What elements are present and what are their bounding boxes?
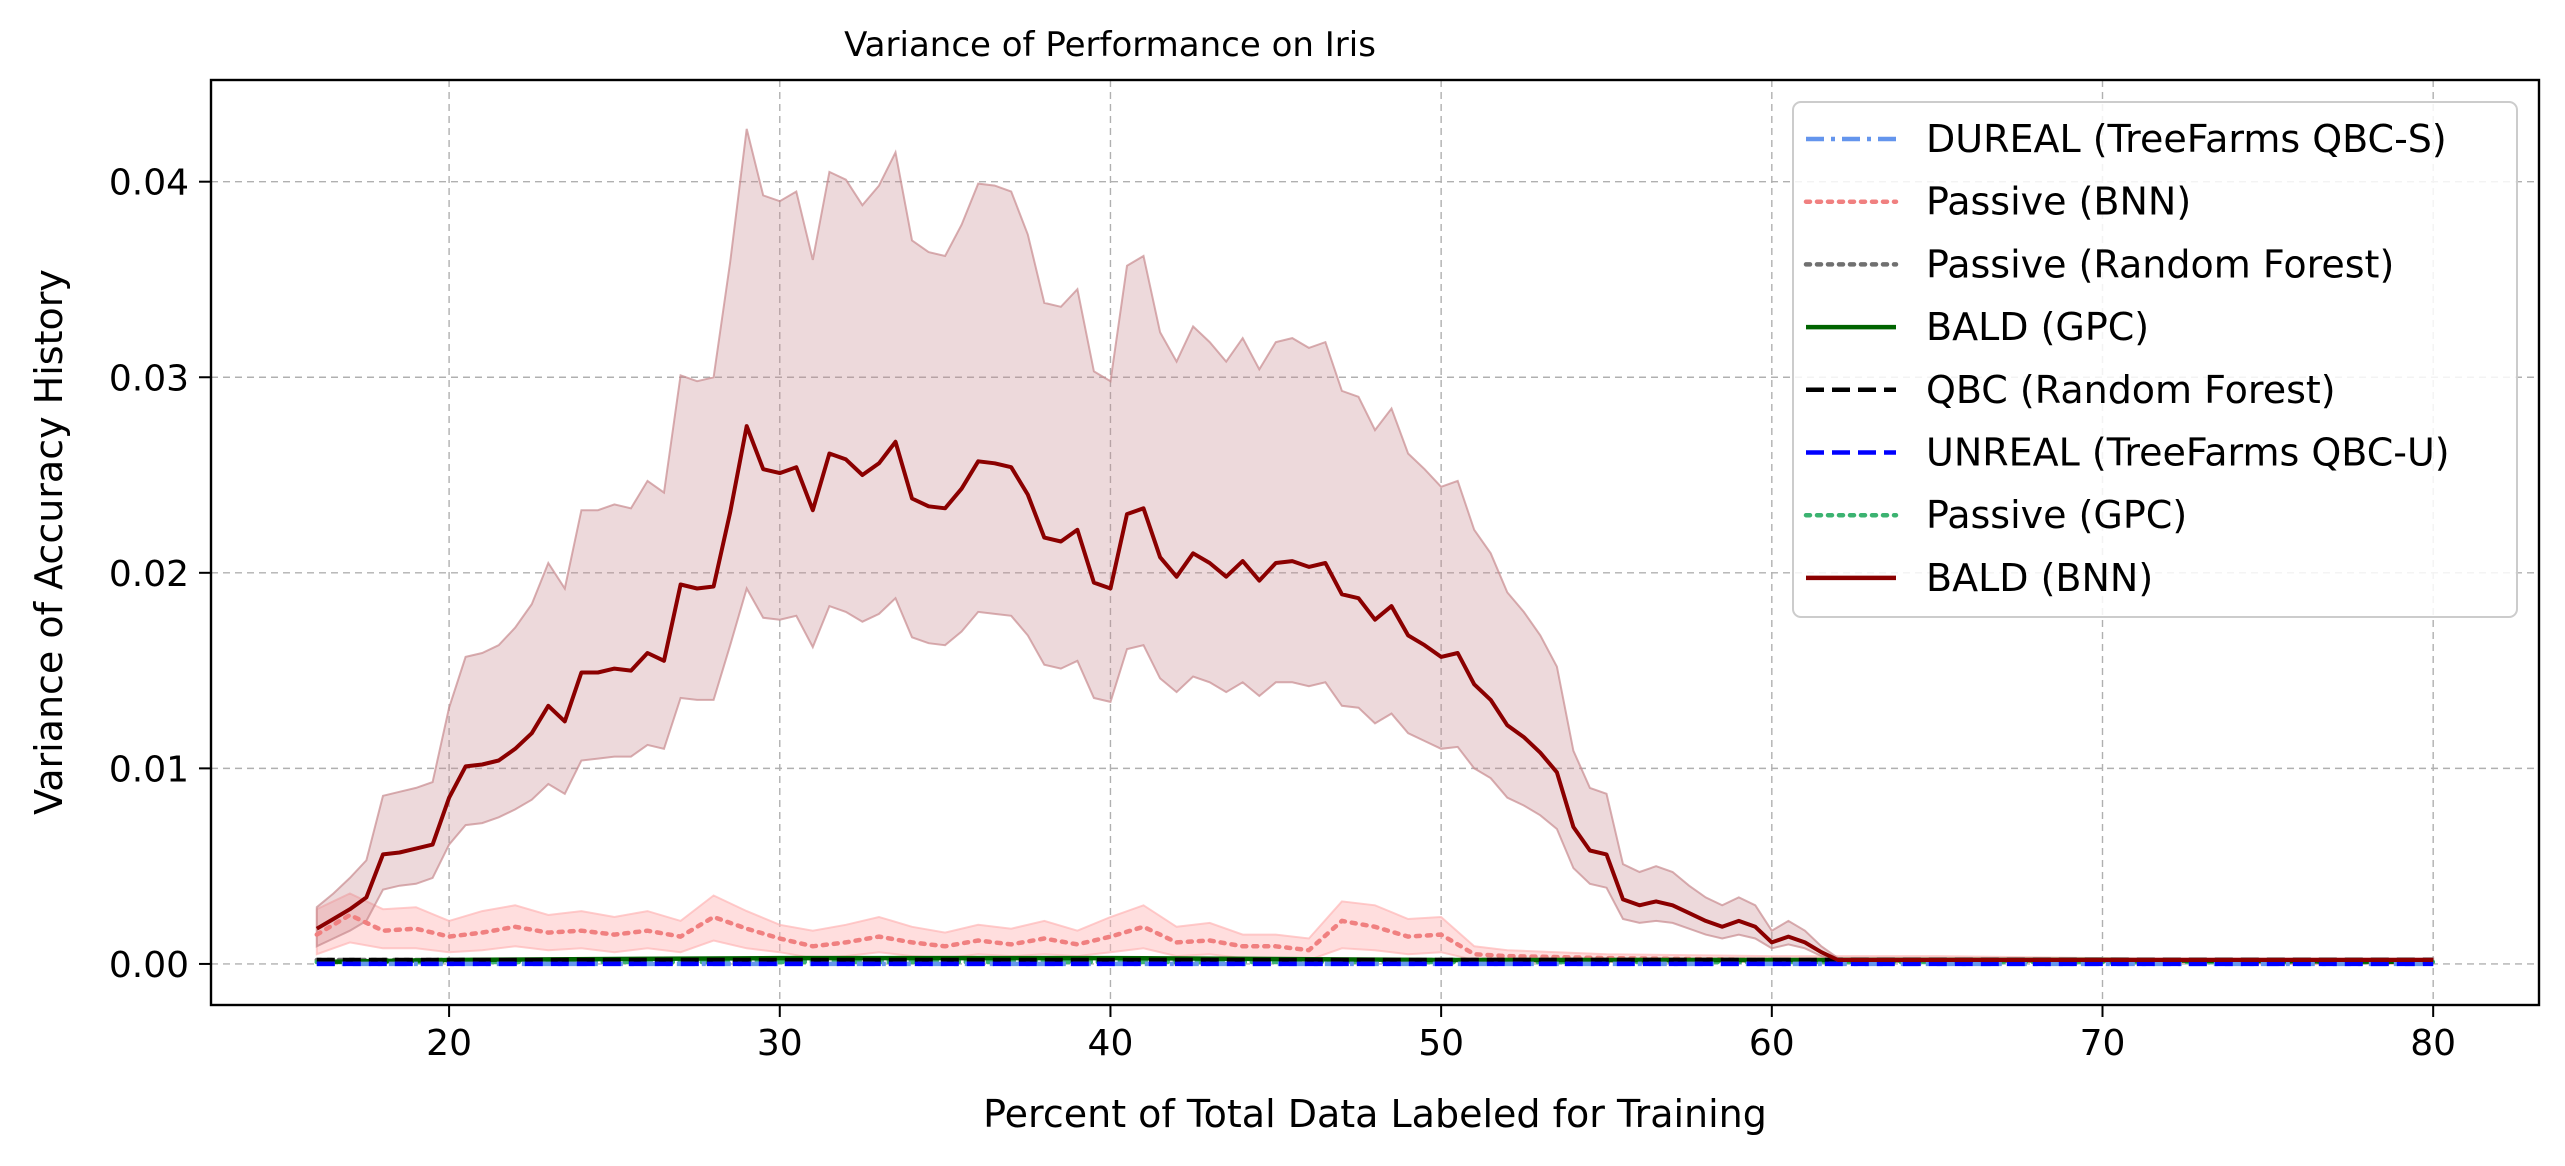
x-tick-label: 60 xyxy=(1749,1023,1795,1064)
legend-label-passive-bnn: Passive (BNN) xyxy=(1926,180,2191,224)
y-tick-label: 0.03 xyxy=(109,358,189,399)
legend-label-bald-gpc: BALD (GPC) xyxy=(1926,305,2149,349)
legend-label-unreal-treefarms-qbc-u: UNREAL (TreeFarms QBC-U) xyxy=(1926,431,2450,475)
y-axis-label: Variance of Accuracy History xyxy=(27,269,71,815)
plot-frame xyxy=(209,78,2541,1007)
x-tick-label: 30 xyxy=(757,1023,803,1064)
grid xyxy=(211,80,2539,1005)
legend-label-bald-bnn: BALD (BNN) xyxy=(1926,556,2153,600)
x-tick-label: 50 xyxy=(1418,1023,1464,1064)
series-line-passive-bnn xyxy=(314,912,2436,965)
x-tick-label: 80 xyxy=(2410,1023,2456,1064)
y-tick-label: 0.04 xyxy=(109,163,189,204)
y-axis-ticks: 0.00 0.01 0.02 0.03 0.04 xyxy=(109,163,211,986)
legend-label-dureal-treefarms-qbc-s: DUREAL (TreeFarms QBC-S) xyxy=(1926,117,2447,161)
legend-label-passive-gpc: Passive (GPC) xyxy=(1926,493,2187,537)
legend: DUREAL (TreeFarms QBC-S) Passive (BNN) Pas… xyxy=(1792,101,2518,618)
y-tick-label: 0.00 xyxy=(109,945,189,986)
x-axis-ticks: 20 30 40 50 60 70 80 xyxy=(426,1005,2456,1064)
y-tick-label: 0.01 xyxy=(109,749,189,790)
x-tick-label: 70 xyxy=(2080,1023,2126,1064)
y-tick-label: 0.02 xyxy=(109,554,189,595)
legend-label-passive-random-forest: Passive (Random Forest) xyxy=(1926,242,2394,286)
series-line-bald-bnn xyxy=(315,424,2434,962)
x-tick-label: 40 xyxy=(1088,1023,1134,1064)
x-axis-label: Percent of Total Data Labeled for Traini… xyxy=(983,1092,1767,1136)
chart-title: Variance of Performance on Iris xyxy=(844,25,1376,65)
series-lines xyxy=(314,424,2436,967)
legend-label-qbc-random-forest: QBC (Random Forest) xyxy=(1926,368,2336,412)
x-tick-label: 20 xyxy=(426,1023,472,1064)
legend-box xyxy=(1792,101,2518,618)
